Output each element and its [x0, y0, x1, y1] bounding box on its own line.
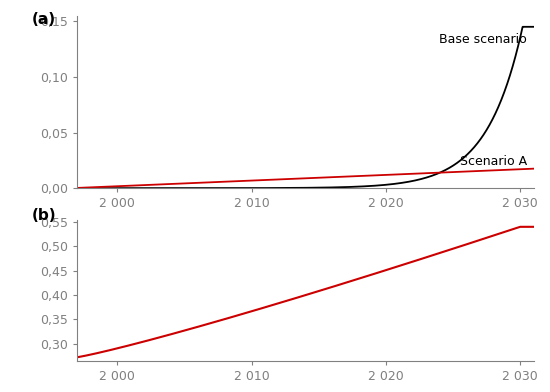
Text: Scenario A: Scenario A — [460, 155, 527, 168]
Text: (a): (a) — [31, 12, 56, 27]
Text: (b): (b) — [31, 208, 56, 223]
Text: Base scenario: Base scenario — [439, 33, 527, 46]
